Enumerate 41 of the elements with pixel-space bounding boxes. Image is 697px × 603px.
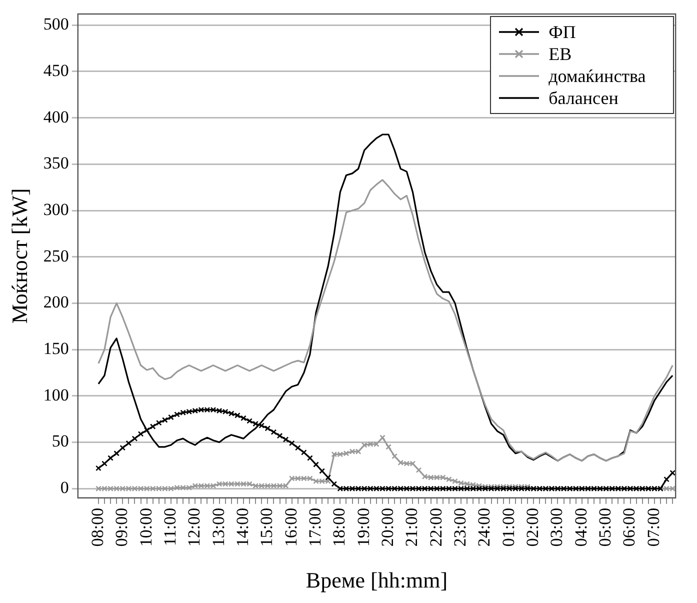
x-tick-label: 10:00	[136, 508, 156, 547]
x-tick-label: 11:00	[160, 508, 180, 546]
y-axis-title: Моќност [kW]	[6, 188, 32, 324]
x-tick-label: 19:00	[354, 508, 373, 547]
x-tick-label: 15:00	[257, 508, 276, 547]
legend-label: домаќинства	[548, 65, 646, 87]
y-tick-label: 150	[43, 339, 69, 358]
legend-label: балансен	[548, 87, 618, 109]
x-tick-label: 18:00	[330, 508, 349, 547]
x-tick-label: 01:00	[498, 508, 518, 547]
x-tick-label: 20:00	[378, 508, 397, 547]
x-tick-label: 08:00	[88, 508, 107, 547]
x-tick-label: 05:00	[596, 508, 615, 547]
y-tick-label: 350	[43, 154, 69, 173]
legend-label: ЕВ	[548, 43, 572, 65]
x-tick-label: 04:00	[571, 508, 590, 547]
x-tick-label: 14:00	[232, 508, 252, 547]
y-tick-label: 400	[43, 107, 69, 126]
x-tick-label: 22:00	[426, 508, 446, 547]
y-tick-label: 50	[52, 432, 69, 451]
x-tick-label: 16:00	[281, 508, 300, 547]
y-tick-label: 200	[43, 292, 69, 312]
x-tick-label: 07:00	[644, 508, 663, 547]
x-axis-title: Време [hh:mm]	[306, 568, 448, 593]
y-tick-label: 250	[43, 246, 69, 266]
y-tick-label: 450	[43, 60, 69, 80]
x-tick-label: 12:00	[184, 508, 204, 547]
x-tick-label: 03:00	[547, 508, 566, 547]
y-tick-label: 100	[43, 385, 69, 404]
x-tick-label: 13:00	[208, 508, 228, 547]
x-tick-label: 09:00	[112, 508, 132, 547]
x-tick-label: 23:00	[450, 508, 470, 547]
y-tick-label: 0	[60, 478, 69, 498]
legend-label: ФП	[548, 21, 576, 43]
x-tick-label: 06:00	[620, 508, 639, 547]
x-tick-label: 02:00	[523, 508, 542, 547]
x-tick-label: 24:00	[474, 508, 494, 547]
y-tick-label: 500	[43, 14, 69, 34]
x-tick-label: 21:00	[402, 508, 422, 547]
y-tick-label: 300	[43, 200, 69, 219]
x-tick-label: 17:00	[305, 508, 324, 547]
